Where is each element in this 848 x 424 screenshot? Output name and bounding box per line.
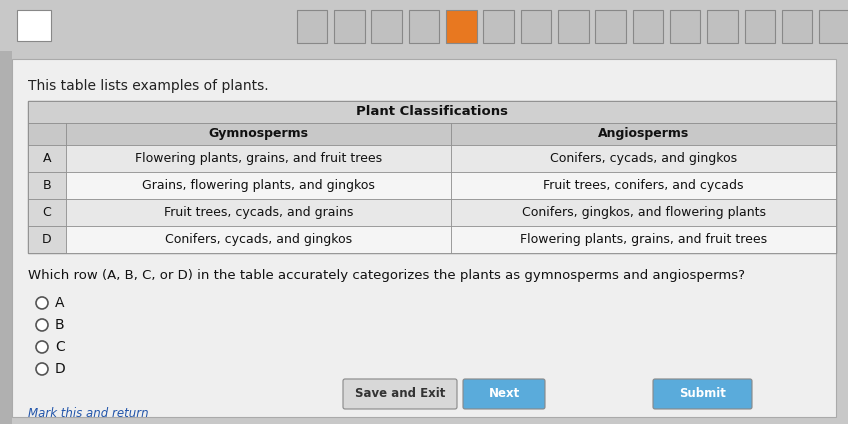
Text: Angiosperms: Angiosperms (598, 127, 689, 140)
FancyBboxPatch shape (28, 145, 66, 172)
FancyBboxPatch shape (297, 10, 327, 43)
Text: Gymnosperms: Gymnosperms (209, 127, 309, 140)
Text: Plant Classifications: Plant Classifications (356, 106, 508, 118)
FancyBboxPatch shape (707, 10, 738, 43)
Text: A: A (42, 152, 51, 165)
FancyBboxPatch shape (28, 226, 66, 253)
Text: Next: Next (488, 388, 520, 401)
Text: Flowering plants, grains, and fruit trees: Flowering plants, grains, and fruit tree… (520, 233, 767, 246)
Text: Mark this and return: Mark this and return (28, 407, 148, 420)
Text: Grains, flowering plants, and gingkos: Grains, flowering plants, and gingkos (142, 179, 375, 192)
FancyBboxPatch shape (28, 101, 836, 123)
FancyBboxPatch shape (409, 10, 439, 43)
Circle shape (36, 341, 48, 353)
FancyBboxPatch shape (28, 123, 66, 145)
FancyBboxPatch shape (17, 10, 51, 41)
Text: B: B (55, 318, 64, 332)
Text: B: B (42, 179, 52, 192)
Text: Fruit trees, conifers, and cycads: Fruit trees, conifers, and cycads (544, 179, 744, 192)
Text: Which row (A, B, C, or D) in the table accurately categorizes the plants as gymn: Which row (A, B, C, or D) in the table a… (28, 269, 745, 282)
FancyBboxPatch shape (343, 379, 457, 409)
FancyBboxPatch shape (653, 379, 752, 409)
FancyBboxPatch shape (745, 10, 775, 43)
FancyBboxPatch shape (66, 199, 451, 226)
FancyBboxPatch shape (451, 199, 836, 226)
FancyBboxPatch shape (334, 10, 365, 43)
FancyBboxPatch shape (483, 10, 514, 43)
FancyBboxPatch shape (463, 379, 545, 409)
Text: D: D (55, 362, 66, 376)
Text: Save and Exit: Save and Exit (354, 388, 445, 401)
Text: Fruit trees, cycads, and grains: Fruit trees, cycads, and grains (164, 206, 353, 219)
FancyBboxPatch shape (670, 10, 700, 43)
FancyBboxPatch shape (371, 10, 402, 43)
Text: This table lists examples of plants.: This table lists examples of plants. (28, 79, 269, 93)
Text: D: D (42, 233, 52, 246)
Circle shape (36, 319, 48, 331)
Text: C: C (42, 206, 52, 219)
FancyBboxPatch shape (66, 145, 451, 172)
Text: Flowering plants, grains, and fruit trees: Flowering plants, grains, and fruit tree… (135, 152, 382, 165)
FancyBboxPatch shape (28, 172, 66, 199)
FancyBboxPatch shape (28, 199, 66, 226)
Text: Submit: Submit (679, 388, 726, 401)
FancyBboxPatch shape (558, 10, 589, 43)
FancyBboxPatch shape (66, 123, 451, 145)
Circle shape (36, 297, 48, 309)
Text: Conifers, cycads, and gingkos: Conifers, cycads, and gingkos (550, 152, 737, 165)
FancyBboxPatch shape (451, 226, 836, 253)
FancyBboxPatch shape (0, 51, 12, 424)
Circle shape (36, 363, 48, 375)
Text: Conifers, cycads, and gingkos: Conifers, cycads, and gingkos (165, 233, 352, 246)
FancyBboxPatch shape (595, 10, 626, 43)
FancyBboxPatch shape (12, 59, 836, 417)
FancyBboxPatch shape (782, 10, 812, 43)
Text: A: A (55, 296, 64, 310)
FancyBboxPatch shape (66, 172, 451, 199)
FancyBboxPatch shape (633, 10, 663, 43)
FancyBboxPatch shape (451, 172, 836, 199)
FancyBboxPatch shape (521, 10, 551, 43)
Text: Conifers, gingkos, and flowering plants: Conifers, gingkos, and flowering plants (522, 206, 766, 219)
FancyBboxPatch shape (446, 10, 477, 43)
Text: C: C (55, 340, 64, 354)
FancyBboxPatch shape (819, 10, 848, 43)
FancyBboxPatch shape (28, 101, 836, 253)
FancyBboxPatch shape (66, 226, 451, 253)
FancyBboxPatch shape (451, 145, 836, 172)
FancyBboxPatch shape (451, 123, 836, 145)
